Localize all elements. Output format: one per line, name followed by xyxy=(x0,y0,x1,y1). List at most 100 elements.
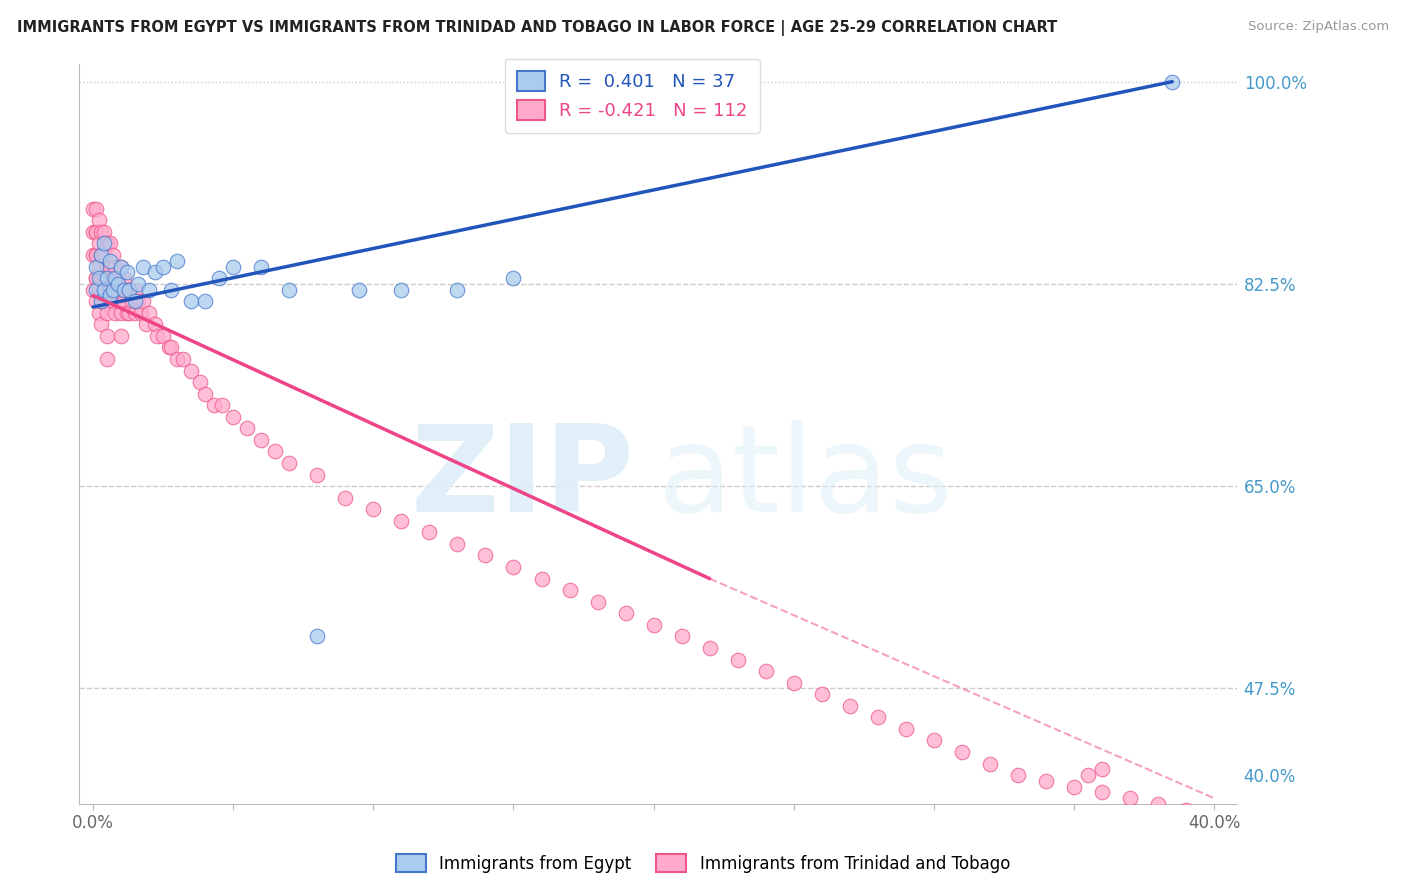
Point xyxy=(118,306,141,320)
Point xyxy=(307,467,329,482)
Point xyxy=(1091,785,1114,799)
Point xyxy=(87,236,110,251)
Point xyxy=(101,248,124,262)
Point xyxy=(727,652,749,666)
Point xyxy=(93,271,115,285)
Point xyxy=(166,351,188,366)
Point xyxy=(838,698,860,713)
Point xyxy=(530,572,553,586)
Point xyxy=(1077,768,1099,782)
Point xyxy=(110,260,132,274)
Point xyxy=(363,502,385,516)
Point xyxy=(222,409,245,424)
Point xyxy=(96,283,118,297)
Point xyxy=(446,283,468,297)
Point xyxy=(138,283,160,297)
Point xyxy=(143,318,166,332)
Point xyxy=(922,733,945,747)
Point xyxy=(811,687,834,701)
Point xyxy=(1035,773,1057,788)
Text: atlas: atlas xyxy=(658,420,953,537)
Point xyxy=(87,271,110,285)
Point xyxy=(127,294,149,309)
Point xyxy=(104,283,127,297)
Point xyxy=(87,283,110,297)
Point xyxy=(1091,762,1114,776)
Point xyxy=(278,456,301,470)
Point xyxy=(132,260,155,274)
Point xyxy=(90,271,112,285)
Point xyxy=(115,306,138,320)
Point xyxy=(96,271,118,285)
Point xyxy=(107,294,129,309)
Point xyxy=(172,351,194,366)
Point xyxy=(118,283,141,297)
Point xyxy=(82,283,104,297)
Point xyxy=(160,283,183,297)
Point xyxy=(110,283,132,297)
Point xyxy=(129,306,152,320)
Point xyxy=(211,398,233,412)
Point xyxy=(104,260,127,274)
Point xyxy=(110,260,132,274)
Point xyxy=(112,283,135,297)
Point xyxy=(202,398,225,412)
Point xyxy=(643,617,665,632)
Point xyxy=(90,248,112,262)
Point xyxy=(84,294,107,309)
Point xyxy=(90,294,112,309)
Point xyxy=(160,341,183,355)
Point xyxy=(96,329,118,343)
Point xyxy=(84,248,107,262)
Point xyxy=(143,265,166,279)
Point xyxy=(84,283,107,297)
Point xyxy=(87,306,110,320)
Point xyxy=(446,537,468,551)
Point xyxy=(389,283,412,297)
Point xyxy=(98,236,121,251)
Point xyxy=(124,294,146,309)
Point xyxy=(90,225,112,239)
Point xyxy=(979,756,1001,771)
Point xyxy=(112,271,135,285)
Point xyxy=(96,260,118,274)
Point xyxy=(107,277,129,291)
Point xyxy=(264,444,287,458)
Point xyxy=(671,629,693,643)
Point xyxy=(146,329,169,343)
Point xyxy=(98,288,121,302)
Point xyxy=(335,491,357,505)
Point xyxy=(152,329,174,343)
Point xyxy=(307,629,329,643)
Point xyxy=(194,294,217,309)
Point xyxy=(132,294,155,309)
Point xyxy=(558,583,581,598)
Point xyxy=(250,433,273,447)
Point xyxy=(502,271,524,285)
Point xyxy=(96,351,118,366)
Point xyxy=(84,260,107,274)
Point xyxy=(90,294,112,309)
Point xyxy=(84,271,107,285)
Point xyxy=(699,640,721,655)
Point xyxy=(115,283,138,297)
Legend: Immigrants from Egypt, Immigrants from Trinidad and Tobago: Immigrants from Egypt, Immigrants from T… xyxy=(389,847,1017,880)
Point xyxy=(93,283,115,297)
Point xyxy=(614,607,637,621)
Point xyxy=(87,260,110,274)
Point xyxy=(124,306,146,320)
Point xyxy=(586,595,609,609)
Point xyxy=(152,260,174,274)
Point xyxy=(84,202,107,216)
Text: ZIP: ZIP xyxy=(411,420,634,537)
Point xyxy=(1063,780,1085,794)
Point xyxy=(135,318,157,332)
Point xyxy=(250,260,273,274)
Point xyxy=(755,664,778,678)
Point xyxy=(98,253,121,268)
Point xyxy=(418,525,440,540)
Point xyxy=(112,294,135,309)
Point xyxy=(894,722,917,736)
Point xyxy=(1161,75,1184,89)
Point xyxy=(124,283,146,297)
